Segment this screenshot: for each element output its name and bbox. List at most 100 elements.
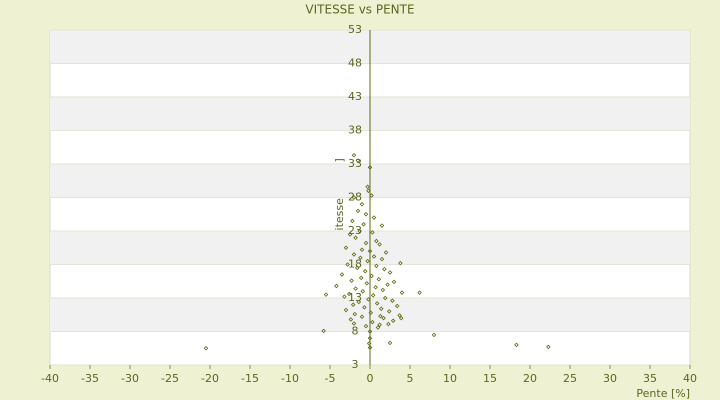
y-tick-label: 43 <box>348 90 362 103</box>
point <box>369 273 374 279</box>
point <box>370 319 375 325</box>
x-tick-label: -5 <box>325 372 336 385</box>
point <box>394 303 400 309</box>
y-tick-label: 38 <box>348 124 362 137</box>
point <box>374 263 379 269</box>
point <box>371 254 377 259</box>
point <box>356 299 362 305</box>
point <box>366 297 371 302</box>
x-tick-label: -15 <box>241 372 259 385</box>
point <box>377 322 382 328</box>
point <box>354 265 360 271</box>
point <box>373 285 378 290</box>
point <box>361 222 366 227</box>
point <box>355 208 361 214</box>
point <box>323 292 329 297</box>
point <box>360 289 366 294</box>
point <box>366 341 372 346</box>
point <box>387 340 393 346</box>
point <box>379 223 385 228</box>
x-tick-label: 25 <box>563 372 577 385</box>
point <box>366 188 371 194</box>
point <box>351 252 357 257</box>
y-tick-label: 8 <box>352 325 359 338</box>
point <box>351 153 357 158</box>
point <box>397 313 402 318</box>
point <box>367 335 373 341</box>
x-tick-label: 40 <box>683 372 697 385</box>
point <box>377 242 382 247</box>
x-tick-label: 5 <box>407 372 414 385</box>
point <box>334 283 339 289</box>
point <box>346 291 352 297</box>
point <box>362 268 368 274</box>
point <box>350 302 356 307</box>
point <box>546 344 551 350</box>
point <box>364 280 370 286</box>
point <box>385 282 390 287</box>
y-tick-label: 53 <box>348 23 362 36</box>
x-tick-label: 10 <box>443 372 457 385</box>
x-tick-label: 30 <box>603 372 617 385</box>
point <box>363 323 369 329</box>
point <box>417 290 422 295</box>
point <box>514 342 519 348</box>
point <box>379 256 385 262</box>
point <box>387 270 393 275</box>
point <box>321 328 326 334</box>
point <box>386 321 391 327</box>
point <box>358 255 363 261</box>
x-tick-label: 0 <box>367 372 374 385</box>
point <box>367 329 373 334</box>
point <box>353 286 358 291</box>
point <box>343 307 349 313</box>
point <box>370 293 376 298</box>
x-tick-label: -10 <box>281 372 299 385</box>
x-tick-label: -25 <box>161 372 179 385</box>
point <box>367 248 373 254</box>
point <box>359 201 365 207</box>
point <box>203 345 209 351</box>
point <box>375 325 381 330</box>
y-tick-label: 23 <box>348 224 362 237</box>
point <box>370 230 375 235</box>
point <box>381 315 386 321</box>
point <box>398 315 404 321</box>
point <box>399 290 405 295</box>
point <box>391 279 397 285</box>
point <box>376 276 382 282</box>
point <box>349 278 354 283</box>
point <box>348 317 354 322</box>
point <box>368 310 374 316</box>
y-tick-label: 3 <box>352 358 359 371</box>
point <box>365 258 370 264</box>
x-tick-label: 20 <box>523 372 537 385</box>
point <box>365 184 370 190</box>
point <box>352 311 358 317</box>
point <box>350 218 355 224</box>
chart-title: VITESSE vs PENTE <box>305 3 414 17</box>
point <box>358 275 364 281</box>
x-tick-label: -35 <box>81 372 99 385</box>
y-tick-label: 33 <box>348 157 362 170</box>
point <box>363 240 369 246</box>
point <box>378 313 383 319</box>
x-tick-label: -40 <box>41 372 59 385</box>
x-axis-title: Pente [%] <box>636 387 690 400</box>
point <box>390 318 396 324</box>
point <box>369 193 374 198</box>
point <box>363 211 369 217</box>
point <box>343 245 349 251</box>
point <box>351 195 357 200</box>
y-tick-label: 48 <box>348 57 362 70</box>
point <box>367 165 373 170</box>
point <box>386 309 392 314</box>
point <box>353 235 358 240</box>
x-tick-label: 15 <box>483 372 497 385</box>
point <box>382 295 388 301</box>
point <box>347 232 353 237</box>
point <box>398 260 403 266</box>
point <box>359 314 365 320</box>
point <box>431 332 437 338</box>
